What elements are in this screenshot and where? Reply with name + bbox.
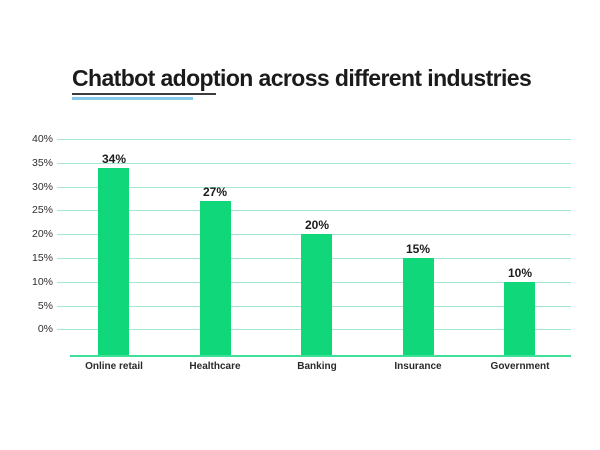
- x-category-label: Healthcare: [189, 361, 241, 372]
- x-category-label: Online retail: [85, 361, 143, 372]
- x-axis-baseline: [70, 355, 571, 357]
- title-underline-blue: [72, 97, 193, 100]
- y-tick-label: 0%: [37, 323, 53, 335]
- bar-value-label: 27%: [202, 185, 228, 199]
- bar-banking: [301, 234, 332, 355]
- bar-value-label: 34%: [101, 152, 127, 166]
- y-tick-label: 30%: [31, 181, 53, 193]
- gridline-35%: [57, 163, 571, 164]
- y-tick-label: 20%: [31, 228, 53, 240]
- x-category-label: Banking: [297, 361, 337, 372]
- x-category-label: Insurance: [394, 361, 442, 372]
- y-tick-label: 25%: [31, 204, 53, 216]
- y-tick-label: 10%: [31, 276, 53, 288]
- y-tick-label: 15%: [31, 252, 53, 264]
- bar-value-label: 10%: [507, 266, 533, 280]
- y-tick-label: 5%: [37, 300, 53, 312]
- chart-title: Chatbot adoption across different indust…: [72, 65, 532, 91]
- gridline-25%: [57, 210, 571, 211]
- bar-healthcare: [200, 201, 231, 355]
- gridline-30%: [57, 187, 571, 188]
- bar-online-retail: [98, 168, 129, 355]
- gridline-40%: [57, 139, 571, 140]
- y-tick-label: 35%: [31, 157, 53, 169]
- x-category-label: Government: [490, 361, 550, 372]
- bar-insurance: [403, 258, 434, 355]
- y-tick-label: 40%: [31, 133, 53, 145]
- bar-value-label: 15%: [405, 242, 431, 256]
- bar-value-label: 20%: [304, 218, 330, 232]
- bar-government: [504, 282, 535, 355]
- title-underline-dark: [72, 93, 216, 95]
